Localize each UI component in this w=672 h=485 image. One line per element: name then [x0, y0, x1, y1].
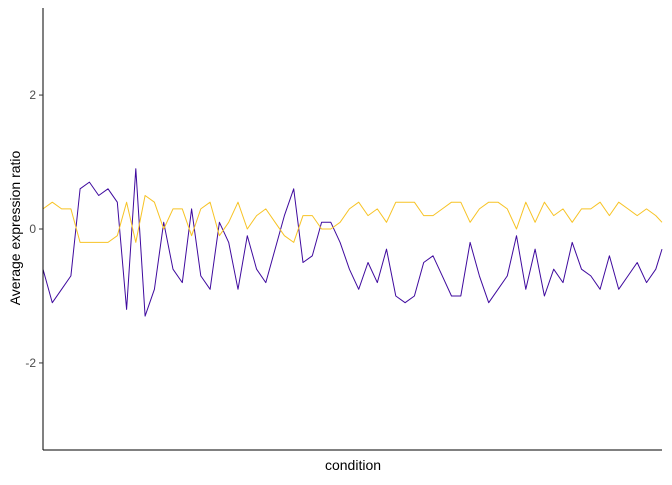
series-layer	[42, 168, 663, 317]
series-line-2	[42, 195, 663, 243]
x-axis-label: condition	[325, 457, 381, 473]
y-axis-label: Average expression ratio	[7, 150, 23, 305]
series-line-1	[42, 168, 663, 317]
y-tick-label: 0	[29, 222, 36, 236]
tick-layer: -2 0 2	[25, 88, 43, 370]
y-tick-label: -2	[25, 356, 36, 370]
y-tick-label: 2	[29, 88, 36, 102]
